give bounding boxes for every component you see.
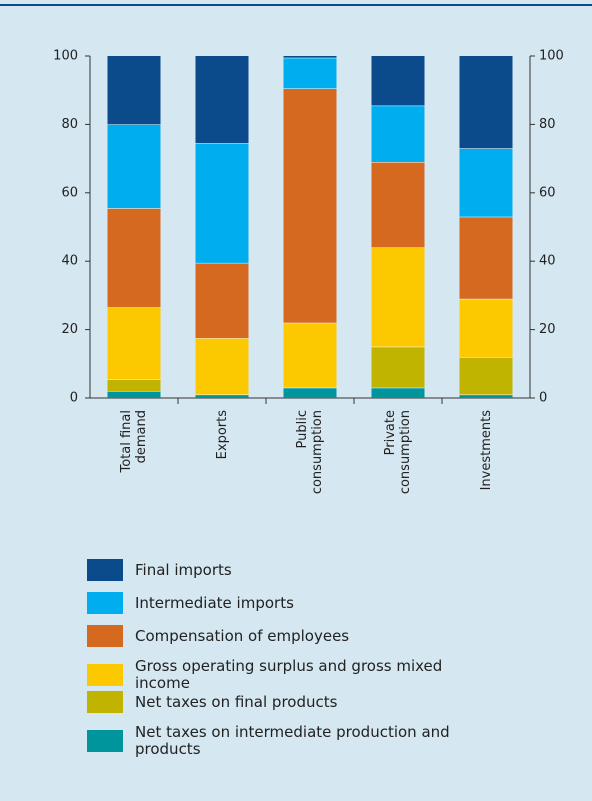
x-tick-label: Exports (214, 410, 230, 460)
y2-tick-label: 60 (539, 185, 556, 200)
bar-segment (107, 124, 161, 209)
x-tick-label-box: Exports (202, 410, 242, 520)
bar-segment (371, 56, 425, 106)
y-tick-label: 60 (61, 185, 78, 200)
legend-label: Compensation of employees (135, 626, 350, 645)
bar-segment (195, 143, 249, 263)
x-tick-label-box: Public consumption (290, 410, 330, 520)
bar-segment (107, 208, 161, 308)
bar-segment (283, 56, 337, 58)
x-tick-label-box: Total final demand (114, 410, 154, 520)
legend-label: Net taxes on final products (135, 692, 338, 711)
legend-label: Net taxes on intermediate production and… (135, 723, 450, 758)
legend-swatch (87, 559, 123, 581)
legend-item: Gross operating surplus and gross mixed … (87, 658, 475, 692)
legend-label: Intermediate imports (135, 593, 294, 612)
x-tick-label-box: Investments (466, 410, 506, 520)
legend-item: Net taxes on final products (87, 691, 337, 713)
bar-segment (195, 394, 249, 398)
bar-segment (459, 148, 513, 217)
x-tick-label: Total final demand (119, 410, 149, 473)
bar-segment (107, 307, 161, 380)
y-tick-label: 100 (53, 49, 78, 64)
bar-segment (371, 105, 425, 163)
bar-segment (283, 88, 337, 323)
legend-item: Final imports (87, 559, 232, 581)
y2-tick-label: 80 (539, 117, 556, 132)
legend-item: Net taxes on intermediate production and… (87, 724, 475, 758)
bar-segment (371, 346, 425, 388)
bar-segment (107, 56, 161, 125)
bar-segment (283, 322, 337, 388)
bar-segment (283, 57, 337, 89)
y2-tick-label: 0 (539, 391, 547, 406)
x-tick-label: Investments (478, 410, 494, 491)
x-tick-label: Public consumption (295, 410, 325, 495)
y-tick-label: 20 (61, 322, 78, 337)
y2-tick-label: 100 (539, 49, 564, 64)
legend-label: Gross operating surplus and gross mixed … (135, 657, 443, 692)
legend-swatch (87, 691, 123, 713)
bar-segment (459, 216, 513, 299)
bar-segment (195, 262, 249, 339)
legend-swatch (87, 664, 123, 686)
bar-segment (459, 298, 513, 357)
bar-segment (107, 391, 161, 398)
legend-swatch (87, 625, 123, 647)
legend-item: Compensation of employees (87, 625, 349, 647)
top-rule (0, 4, 592, 6)
bar-segment (371, 387, 425, 398)
y-tick-label: 40 (61, 254, 78, 269)
legend-swatch (87, 730, 123, 752)
bar-segment (371, 162, 425, 248)
x-tick-label-box: Private consumption (378, 410, 418, 520)
bar-segment (459, 56, 513, 149)
legend-label: Final imports (135, 560, 232, 579)
bar-segment (195, 56, 249, 144)
bar-segment (195, 338, 249, 395)
bar-segment (283, 387, 337, 398)
y-tick-label: 0 (70, 391, 78, 406)
bar-segment (459, 394, 513, 398)
bar-segment (107, 379, 161, 392)
bar-segment (371, 247, 425, 347)
bar-segment (459, 356, 513, 395)
y-tick-label: 80 (61, 117, 78, 132)
legend-swatch (87, 592, 123, 614)
y2-tick-label: 20 (539, 322, 556, 337)
y2-tick-label: 40 (539, 254, 556, 269)
legend-item: Intermediate imports (87, 592, 294, 614)
x-tick-label: Private consumption (383, 410, 413, 495)
